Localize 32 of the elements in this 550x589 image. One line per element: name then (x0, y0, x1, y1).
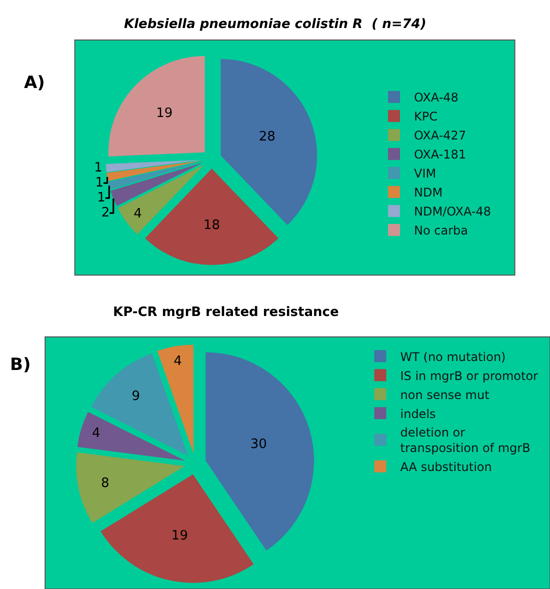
data-label: 18 (203, 218, 220, 234)
legend-label: WT (no mutation) (400, 350, 506, 364)
data-label: 1 (94, 160, 102, 176)
legend-label: AA substitution (400, 460, 492, 474)
data-label: 19 (156, 106, 173, 122)
data-label: 30 (250, 436, 267, 452)
legend-label: OXA-181 (414, 148, 466, 162)
legend-label: OXA-48 (414, 90, 458, 105)
legend-label: non sense mut (400, 388, 490, 402)
legend-label: IS in mgrB or promotor (400, 368, 538, 383)
legend-label: indels (400, 406, 436, 421)
data-label: 8 (101, 476, 110, 491)
data-label: 4 (92, 426, 100, 441)
legend-label: OXA-427 (414, 128, 466, 143)
legend-label: VIM (414, 166, 436, 181)
data-label: 2 (101, 206, 110, 221)
legend-label: KPC (414, 110, 438, 124)
text: B) (10, 355, 31, 375)
data-label: 1 (97, 190, 106, 206)
data-label: 1 (95, 176, 104, 191)
text: A) (24, 73, 45, 93)
legend-label: NDM/OXA-48 (414, 204, 492, 219)
data-label: 28 (258, 129, 276, 144)
legend-label: No carba (414, 224, 468, 238)
data-label: 9 (132, 388, 140, 404)
data-label: 4 (174, 354, 182, 370)
data-label: 4 (134, 206, 142, 222)
chart-title: Klebsiella pneumoniae colistin R ( n=74) (124, 17, 426, 32)
legend-label: deletion or transposition of mgrB (400, 426, 530, 456)
chart-title: KP-CR mgrB related resistance (113, 305, 339, 320)
data-label: 19 (171, 528, 188, 544)
legend-label: NDM (414, 186, 443, 200)
